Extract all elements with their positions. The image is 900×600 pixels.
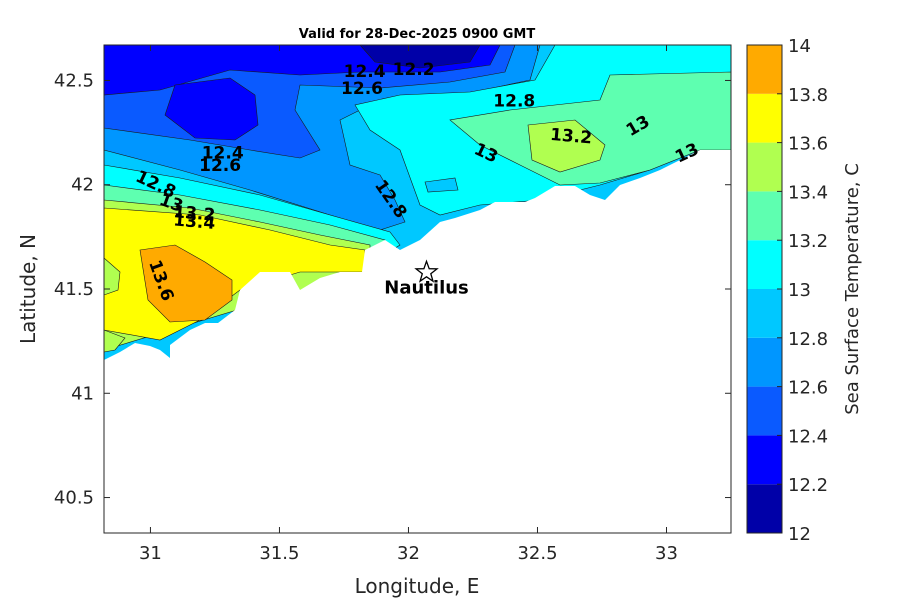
contour-label: 12.8 — [493, 91, 535, 111]
colorbar-swatch — [747, 337, 782, 387]
sst-region — [424, 177, 459, 193]
colorbar-swatch — [747, 240, 782, 289]
chart-title: Valid for 28-Dec-2025 0900 GMT — [299, 27, 536, 42]
x-axis-label: Longitude, E — [355, 574, 480, 598]
contour-label: 12.4 — [344, 62, 386, 82]
colorbar-tick-label: 13.4 — [788, 182, 828, 203]
colorbar-swatch — [747, 386, 782, 436]
star-icon — [414, 259, 439, 283]
y-tick-label: 42 — [71, 175, 94, 196]
contour-label: 13.4 — [173, 210, 217, 234]
colorbar-swatch — [747, 484, 782, 533]
colorbar-tick-label: 12.8 — [788, 329, 828, 350]
contour-label: 12.4 — [202, 143, 244, 163]
x-tick-label: 33 — [655, 543, 678, 564]
x-tick-label: 31.5 — [259, 543, 299, 564]
colorbar-tick-label: 12.6 — [788, 378, 828, 399]
colorbar-tick-label: 13 — [788, 280, 811, 301]
contour-label: 13.2 — [549, 125, 593, 149]
colorbar-swatch — [747, 289, 782, 338]
contour-label: 12.6 — [199, 156, 241, 176]
y-axis-label: Latitude, N — [16, 234, 40, 344]
y-tick-label: 42.5 — [54, 70, 94, 91]
colorbar-tick-label: 13.8 — [788, 85, 828, 106]
colorbar-swatch — [747, 435, 782, 485]
x-tick-label: 31 — [139, 543, 162, 564]
colorbar-tick-label: 14 — [788, 36, 811, 57]
colorbar-tick-label: 13.2 — [788, 231, 828, 252]
x-tick-label: 32.5 — [517, 543, 557, 564]
colorbar-tick-label: 12 — [788, 524, 811, 545]
station-label: Nautilus — [384, 277, 469, 298]
colorbar-tick-label: 13.6 — [788, 134, 828, 155]
x-tick-label: 32 — [397, 543, 420, 564]
colorbar-swatch — [747, 45, 782, 94]
y-tick-label: 41 — [71, 383, 94, 404]
sst-region — [139, 244, 233, 323]
sst-region — [164, 77, 259, 141]
station-markers: Nautilus — [384, 259, 469, 298]
y-axis: 40.5 41 41.5 42 42.5 — [54, 70, 731, 509]
contour-label: 13.2 — [173, 202, 217, 226]
colorbar-tick-label: 12.4 — [788, 426, 828, 447]
y-tick-label: 40.5 — [54, 488, 94, 509]
colorbar-swatch — [747, 191, 782, 241]
y-tick-label: 41.5 — [54, 279, 94, 300]
land-mask — [104, 150, 731, 533]
contour-label: 12.6 — [341, 79, 383, 99]
contour-fill — [103, 44, 732, 533]
contour-label: 12.2 — [393, 60, 435, 80]
colorbar-tick-label: 12.2 — [788, 475, 828, 496]
colorbar: 12 12.2 12.4 12.6 12.8 13 13.2 13.4 13.6 13.8 14 — [746, 36, 828, 545]
colorbar-swatch — [747, 142, 782, 192]
colorbar-label: Sea Surface Temperature, C — [842, 163, 863, 415]
sst-region — [527, 119, 606, 173]
x-axis: 31 31.5 32 32.5 33 — [139, 45, 678, 564]
colorbar-swatch — [747, 93, 782, 143]
